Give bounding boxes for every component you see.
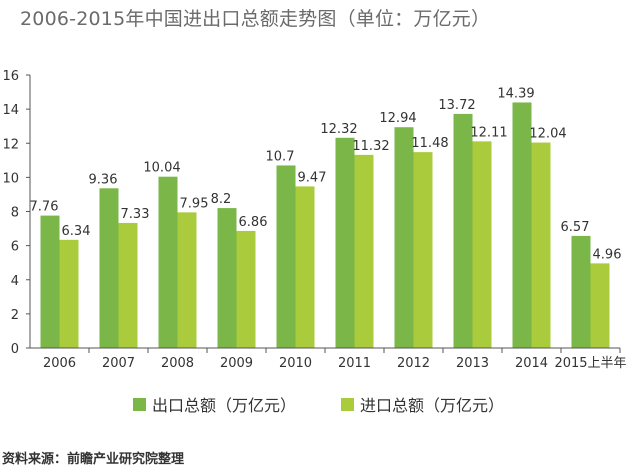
y-tick-label: 12 bbox=[2, 137, 19, 152]
bar-import-2011 bbox=[354, 154, 374, 348]
y-tick-label: 4 bbox=[11, 274, 19, 289]
bar-chart: 0 2 4 6 8 10 12 14 16 7.766.34 9.36 7.33 10.04 7.95 8… bbox=[2, 69, 627, 371]
bar-export-2007 bbox=[99, 188, 119, 348]
data-label: 9.36 bbox=[89, 172, 118, 187]
bars bbox=[40, 102, 610, 349]
data-label: 11.32 bbox=[352, 139, 389, 154]
y-tick-label: 16 bbox=[2, 69, 19, 84]
bar-export-2012 bbox=[394, 127, 414, 349]
x-tick-label: 2015上半年 bbox=[554, 356, 626, 371]
x-tick-label: 2007 bbox=[102, 356, 135, 371]
y-tick-label: 10 bbox=[2, 171, 19, 186]
data-label: 12.04 bbox=[529, 127, 566, 142]
y-tick-label: 14 bbox=[2, 103, 19, 118]
chart-title: 2006-2015年中国进出口总额走势图（单位：万亿元） bbox=[20, 8, 491, 30]
y-tick-label: 6 bbox=[11, 240, 19, 255]
legend-item-export: 出口总额（万亿元） bbox=[133, 392, 296, 416]
data-label: 12.32 bbox=[320, 122, 357, 137]
data-label: 4.96 bbox=[593, 247, 622, 262]
bar-import-2015上半年 bbox=[590, 263, 610, 348]
data-label: 12.94 bbox=[379, 111, 416, 126]
bar-export-2014 bbox=[512, 102, 532, 348]
bar-import-2012 bbox=[413, 152, 433, 348]
data-label: 8.2 bbox=[211, 192, 232, 207]
x-tick-label: 2010 bbox=[279, 356, 312, 371]
x-tick-label: 2006 bbox=[43, 356, 76, 371]
legend-swatch-import bbox=[341, 397, 354, 411]
bar-export-2010 bbox=[276, 165, 296, 348]
bar-import-2009 bbox=[236, 230, 256, 348]
bar-export-2008 bbox=[158, 176, 178, 348]
data-label: 10.7 bbox=[266, 149, 295, 164]
bar-import-2010 bbox=[295, 186, 315, 348]
bar-export-2006 bbox=[40, 215, 60, 348]
x-tick-label: 2011 bbox=[338, 356, 371, 371]
y-tick-label: 0 bbox=[11, 342, 19, 357]
y-axis: 0 2 4 6 8 10 12 14 16 bbox=[2, 69, 31, 357]
x-axis: 2006 2007 2008 2009 2010 2011 2012 2013 2014 2015… bbox=[30, 347, 627, 371]
y-tick-label: 2 bbox=[11, 308, 19, 323]
bar-export-2013 bbox=[453, 113, 473, 348]
bar-import-2014 bbox=[531, 142, 551, 348]
data-label: 12.11 bbox=[470, 125, 507, 140]
data-label: 6.34 bbox=[62, 224, 91, 239]
data-label: 13.72 bbox=[438, 98, 475, 113]
data-label: 7.33 bbox=[121, 207, 150, 222]
data-label: 11.48 bbox=[411, 136, 448, 151]
bar-import-2008 bbox=[177, 212, 197, 348]
x-tick-label: 2012 bbox=[397, 356, 430, 371]
bar-import-2006 bbox=[59, 239, 79, 348]
data-label: 7.95 bbox=[180, 196, 209, 211]
bar-import-2013 bbox=[472, 141, 492, 348]
data-labels: 7.766.34 9.36 7.33 10.04 7.95 8.2 6.86 10.79.47… bbox=[30, 86, 622, 262]
x-tick-label: 2014 bbox=[515, 356, 548, 371]
data-label: 10.04 bbox=[143, 161, 180, 176]
x-tick-label: 2013 bbox=[456, 356, 489, 371]
data-label: 6.57 bbox=[561, 220, 590, 235]
legend-label-export: 出口总额（万亿元） bbox=[152, 396, 297, 415]
source-note: 资料来源：前瞻产业研究院整理 bbox=[2, 452, 185, 467]
y-tick-label: 8 bbox=[11, 206, 19, 221]
bar-export-2015上半年 bbox=[571, 235, 591, 348]
data-label: 6.86 bbox=[239, 215, 268, 230]
x-tick-label: 2008 bbox=[161, 356, 194, 371]
data-label: 14.39 bbox=[497, 86, 534, 101]
legend-item-import: 进口总额（万亿元） bbox=[341, 392, 504, 416]
legend-label-import: 进口总额（万亿元） bbox=[360, 396, 505, 415]
bar-import-2007 bbox=[118, 222, 138, 348]
x-tick-label: 2009 bbox=[220, 356, 253, 371]
data-label: 7.76 bbox=[30, 200, 59, 215]
bar-export-2011 bbox=[335, 137, 355, 348]
bar-export-2009 bbox=[217, 208, 237, 348]
data-label: 9.47 bbox=[298, 170, 327, 185]
legend-swatch-export bbox=[133, 397, 146, 411]
